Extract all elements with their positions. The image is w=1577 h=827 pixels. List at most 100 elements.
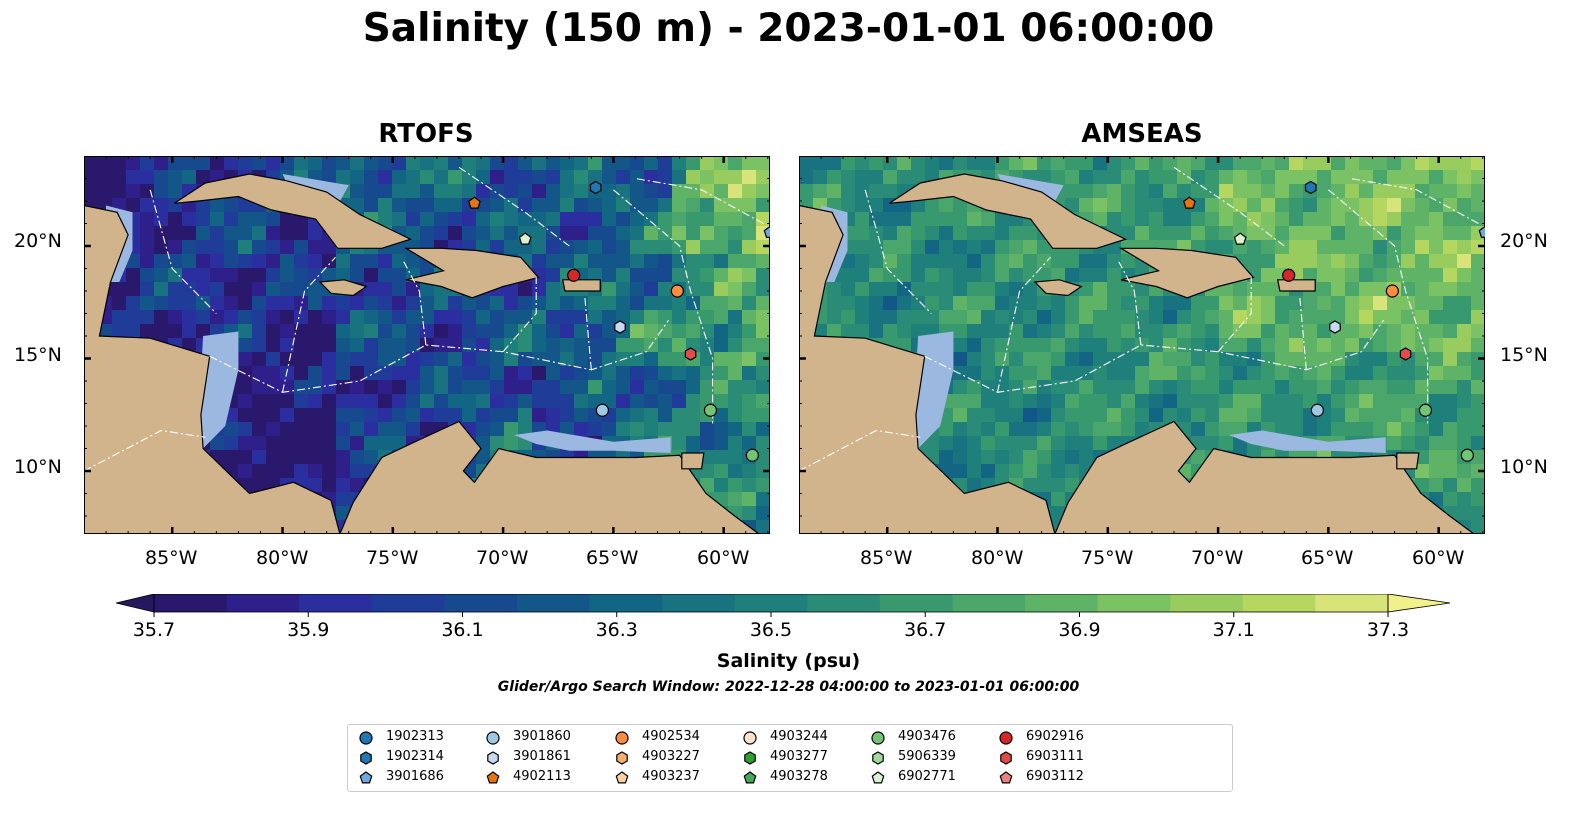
- eez-boundary-line: [613, 189, 714, 426]
- hexagon-icon: [487, 751, 499, 765]
- float-legend: 1902313 1902314 3901686 3901860 3901861 49021…: [347, 724, 1233, 792]
- float-marker-6903111: [684, 347, 697, 361]
- colorbar-tick-label: 37.3: [1367, 619, 1409, 641]
- float-marker-4902534: [1385, 284, 1399, 298]
- hexagon-icon: [872, 751, 884, 765]
- land-trinidad: [681, 452, 705, 470]
- lon-tick-85w-left: 85°W: [145, 547, 198, 569]
- legend-label: 6902771: [898, 769, 956, 784]
- colorbar-segment: [444, 594, 518, 612]
- hexagon-icon: [744, 751, 756, 765]
- pentagon-icon: [486, 771, 500, 784]
- hexagon-icon: [616, 751, 628, 765]
- lon-tick-70w-right: 70°W: [1191, 547, 1244, 569]
- hexagon-icon: [360, 751, 372, 765]
- eez-boundary-line: [635, 177, 764, 224]
- colorbar-segment: [807, 594, 881, 612]
- eez-boundary-line: [502, 277, 537, 353]
- float-marker-4903476: [1418, 403, 1433, 417]
- legend-label: 4903237: [642, 769, 700, 784]
- panel-title-amseas: AMSEAS: [1081, 119, 1203, 149]
- legend-label: 4903277: [770, 749, 828, 764]
- colorbar-segment: [1315, 594, 1389, 612]
- legend-label: 4902534: [642, 729, 700, 744]
- float-marker-3901860: [1310, 403, 1324, 417]
- colorbar-tick-label: 36.1: [441, 619, 483, 641]
- circle-icon: [743, 731, 757, 745]
- salinity-colorbar: 35.7 35.9 36.1 36.3 36.5 36.7 36.9 37.1 37.3: [116, 594, 1451, 641]
- lat-tick-10n-right: 10°N: [1500, 456, 1548, 478]
- eez-boundary-line: [209, 319, 669, 393]
- colorbar-segment: [516, 594, 591, 612]
- colorbar-tick-label: 36.9: [1058, 619, 1100, 641]
- land-puertorico: [561, 279, 601, 292]
- land-central: [84, 204, 341, 534]
- colorbar-segment: [1025, 594, 1099, 612]
- land-cuba: [889, 173, 1128, 249]
- legend-label: 6903112: [1026, 769, 1084, 784]
- eez-boundary-line: [458, 166, 570, 247]
- land-jamaica: [1033, 279, 1083, 297]
- lon-tick-65w-left: 65°W: [586, 547, 639, 569]
- float-marker-6902916: [567, 268, 581, 282]
- pentagon-icon: [359, 771, 373, 784]
- float-marker-4903476: [703, 403, 718, 417]
- colorbar-segment: [1170, 594, 1244, 612]
- eez-boundary-line: [149, 189, 217, 314]
- legend-label: 4903476: [898, 729, 956, 744]
- colorbar-tick-label: 35.7: [133, 619, 175, 641]
- float-marker-3901861: [614, 320, 626, 334]
- land-jamaica: [318, 279, 368, 297]
- float-marker-6902771: [518, 232, 532, 245]
- shallow-shelf: [1229, 430, 1386, 453]
- colorbar-extend-max: [1387, 594, 1451, 613]
- colorbar-segment: [299, 594, 373, 612]
- legend-label: 4903244: [770, 729, 828, 744]
- legend-label: 1902314: [386, 749, 444, 764]
- eez-boundary-line: [864, 189, 932, 314]
- land-southam: [339, 420, 761, 534]
- colorbar-segment: [734, 594, 808, 612]
- legend-label: 3901860: [513, 729, 571, 744]
- circle-icon: [615, 731, 629, 745]
- colorbar-tick-label: 37.1: [1213, 619, 1255, 641]
- colorbar-tick-label: 36.7: [904, 619, 946, 641]
- pentagon-icon: [999, 771, 1013, 784]
- rtofs-map-panel: [84, 156, 770, 534]
- colorbar-segment: [952, 594, 1026, 612]
- float-marker-3901861: [1329, 320, 1341, 334]
- eez-boundary-line: [799, 429, 921, 472]
- lon-tick-80w-right: 80°W: [971, 547, 1024, 569]
- float-marker-1902314: [589, 180, 602, 195]
- legend-label: 4902113: [513, 769, 571, 784]
- pentagon-icon: [871, 771, 885, 784]
- lat-tick-20n-right: 20°N: [1500, 230, 1548, 252]
- lat-tick-15n-left: 15°N: [14, 344, 62, 366]
- legend-label: 3901861: [513, 749, 571, 764]
- amseas-map-panel: [799, 156, 1485, 534]
- legend-label: 1902313: [386, 729, 444, 744]
- eez-boundary-line: [1173, 166, 1285, 247]
- circle-icon: [999, 731, 1013, 745]
- eez-boundary-line: [1350, 177, 1479, 224]
- colorbar-extend-min: [116, 594, 155, 613]
- float-marker-3901686: [763, 225, 770, 239]
- float-marker-3901686: [1478, 225, 1485, 239]
- float-marker-6902916: [1282, 268, 1296, 282]
- lat-tick-20n-left: 20°N: [14, 230, 62, 252]
- colorbar-label: Salinity (psu): [716, 650, 861, 672]
- circle-icon: [359, 731, 373, 745]
- shallow-shelf: [514, 430, 671, 453]
- circle-icon: [871, 731, 885, 745]
- land-central: [799, 204, 1056, 534]
- figure-title: Salinity (150 m) - 2023-01-01 06:00:00: [362, 6, 1215, 51]
- colorbar-segment: [879, 594, 954, 612]
- lon-tick-70w-left: 70°W: [476, 547, 529, 569]
- land-trinidad: [1396, 452, 1420, 470]
- float-marker-4903476: [745, 448, 759, 462]
- panel-title-rtofs: RTOFS: [378, 119, 474, 149]
- eez-boundary-line: [84, 429, 206, 472]
- lat-tick-10n-left: 10°N: [14, 456, 62, 478]
- colorbar-segment: [1097, 594, 1171, 612]
- circle-icon: [486, 731, 500, 745]
